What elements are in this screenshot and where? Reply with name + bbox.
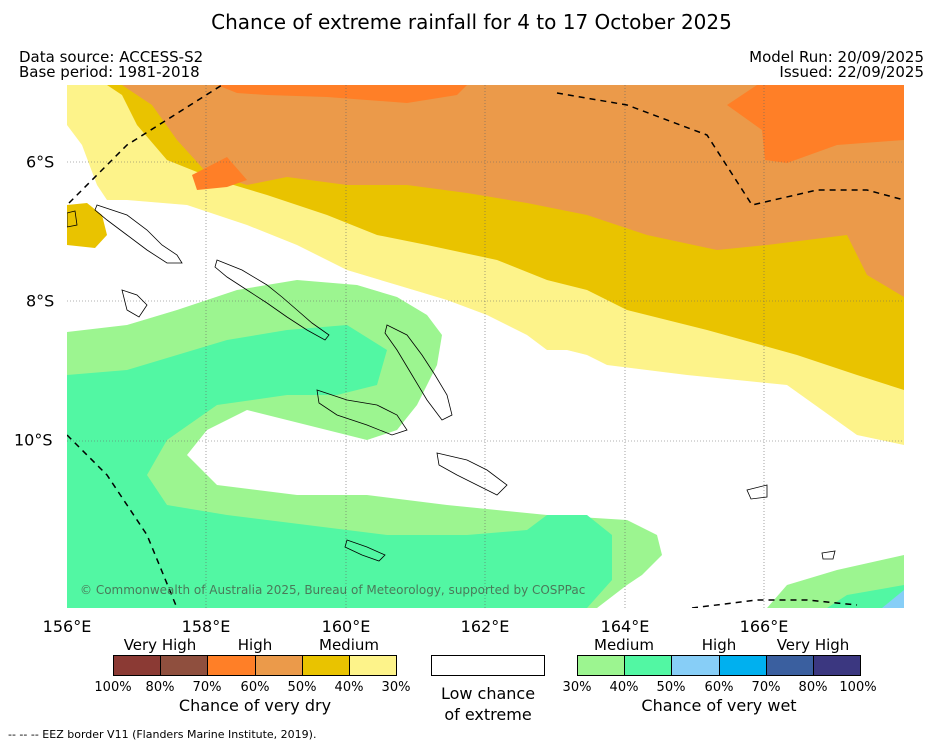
dry-tick-40: 40% [334,680,364,695]
eez-footnote: -- -- -- EEZ border V11 (Flanders Marine… [8,728,317,741]
dry-swatch-1 [114,656,162,675]
dry-tick-30: 30% [381,680,411,695]
wet-tick-30: 30% [562,680,592,695]
low-chance-caption: Low chance of extreme [421,683,555,725]
lon-label-164: 164°E [600,617,650,636]
low-chance-swatch [431,655,545,676]
zone-wet-40-50 [67,325,612,608]
wet-caption: Chance of very wet [641,696,797,715]
dry-tick-80: 80% [145,680,175,695]
dry-swatch-4 [255,656,303,675]
lon-label-160: 160°E [321,617,371,636]
dry-tick-50: 50% [287,680,317,695]
wet-tick-40: 40% [609,680,639,695]
wet-swatch-1 [578,656,626,675]
dry-swatch-2 [161,656,209,675]
small-island-east [746,484,768,500]
wet-swatch-2 [625,656,673,675]
lon-label-158: 158°E [181,617,231,636]
wet-category-medium: Medium [594,636,654,654]
lon-label-162: 162°E [460,617,510,636]
makira-island [344,539,386,562]
dry-tick-100: 100% [94,680,132,695]
lon-label-156: 156°E [42,617,92,636]
low-chance-line-2: of extreme [444,705,532,724]
data-source: Data source: ACCESS-S2 [19,48,204,66]
wet-swatch-5 [766,656,814,675]
wet-tick-70: 70% [751,680,781,695]
zone-dry-60-70-east [727,85,904,163]
choiseul-island [214,259,330,341]
model-info-block: Model Run: 20/09/2025 Issued: 22/09/2025 [749,50,924,80]
low-chance-line-1: Low chance [440,684,536,703]
island-outlines [67,204,836,562]
wet-colorbar [577,655,861,676]
small-island-southeast [821,550,836,560]
guadalcanal-island [436,452,508,496]
map-title: Chance of extreme rainfall for 4 to 17 O… [211,10,732,34]
data-source-block: Data source: ACCESS-S2 Base period: 1981… [19,50,203,80]
wet-tick-100: 100% [839,680,877,695]
dry-tick-60: 60% [240,680,270,695]
graticule [67,85,904,608]
wet-tick-80: 80% [798,680,828,695]
wet-category-high: High [701,636,737,654]
wet-tick-50: 50% [656,680,686,695]
dry-swatch-5 [302,656,350,675]
issued-date: Issued: 22/09/2025 [779,63,924,81]
lat-label-10s: 10°S [14,430,53,450]
lon-label-166: 166°E [739,617,789,636]
copyright-notice: © Commonwealth of Australia 2025, Bureau… [80,583,586,597]
wet-swatch-4 [719,656,767,675]
dry-category-medium: Medium [319,636,379,654]
dry-caption: Chance of very dry [178,696,332,715]
bougainville-island [94,204,183,264]
eez-borders [67,85,904,608]
wet-tick-60: 60% [704,680,734,695]
zone-wet-50-60-corner [882,590,904,608]
zone-dry-60-70 [217,85,467,103]
santa-isabel-island [384,324,453,421]
zone-wet-40-50-se [827,585,904,608]
lat-label-8s: 8°S [26,291,55,311]
small-island-north [67,210,78,228]
dry-category-high: High [237,636,273,654]
dry-colorbar [113,655,397,676]
dry-swatch-6 [349,656,397,675]
new-georgia-island [121,289,148,318]
base-period: Base period: 1981-2018 [19,63,200,81]
wet-swatch-6 [813,656,861,675]
zone-dry-40-50-west [67,203,107,248]
lat-label-6s: 6°S [26,152,55,172]
model-run: Model Run: 20/09/2025 [749,48,924,66]
wet-category-very-high: Very High [776,636,850,654]
dry-category-very-high: Very High [123,636,197,654]
wet-swatch-3 [672,656,720,675]
malaita-island [316,389,408,436]
dry-tick-70: 70% [192,680,222,695]
dry-swatch-3 [208,656,256,675]
rainfall-map [67,85,904,608]
